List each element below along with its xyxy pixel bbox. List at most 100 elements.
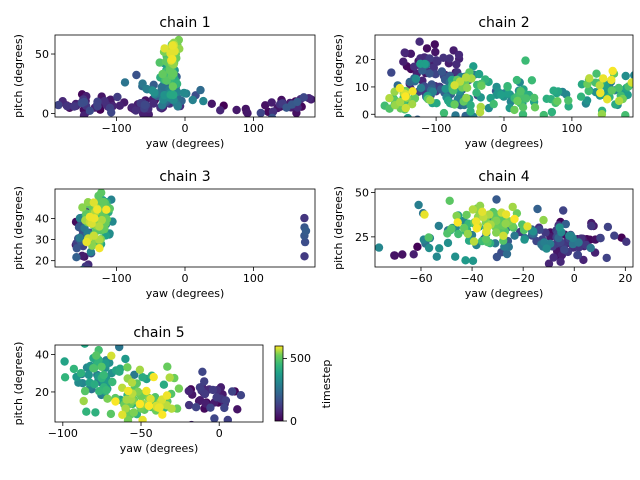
data-point xyxy=(146,394,155,404)
data-point xyxy=(93,102,102,111)
y-axis-label: pitch (degrees) xyxy=(12,342,25,426)
data-point xyxy=(165,373,174,382)
data-point xyxy=(603,222,613,232)
data-point xyxy=(445,196,454,205)
data-point xyxy=(70,102,79,111)
scatter-points xyxy=(71,189,311,267)
data-point xyxy=(79,396,88,406)
data-point xyxy=(596,234,605,243)
data-point xyxy=(199,96,208,106)
y-tick-label: 25 xyxy=(355,231,369,244)
y-tick-label: 30 xyxy=(35,234,49,247)
data-point xyxy=(420,210,429,219)
data-point xyxy=(162,391,172,400)
data-point xyxy=(466,101,475,110)
data-point xyxy=(100,96,109,106)
data-point xyxy=(450,81,459,90)
data-point xyxy=(108,377,117,387)
y-tick-label: 0 xyxy=(362,108,369,121)
data-point xyxy=(236,391,246,400)
data-point xyxy=(299,93,308,102)
y-tick-label: 20 xyxy=(35,255,49,268)
y-tick-label: 0 xyxy=(42,107,49,120)
data-point xyxy=(396,97,405,107)
data-point xyxy=(165,66,175,75)
data-point xyxy=(468,256,478,265)
data-point xyxy=(453,218,462,227)
axes-frame xyxy=(54,344,264,423)
chart-panel-4: −60 −40 −20 0 20 25 50 chain 4 yaw (degrees) pitc… xyxy=(332,169,634,300)
data-point xyxy=(159,380,169,389)
data-point xyxy=(518,103,528,112)
data-point xyxy=(595,81,604,90)
data-point xyxy=(521,56,530,65)
data-point xyxy=(501,219,510,228)
data-point xyxy=(530,93,539,103)
data-point xyxy=(422,44,432,53)
y-axis-label: pitch (degrees) xyxy=(12,34,25,118)
data-point xyxy=(169,90,178,100)
data-point xyxy=(76,369,86,378)
data-point xyxy=(115,345,124,352)
data-point xyxy=(198,367,207,376)
data-point xyxy=(435,244,444,253)
x-axis-label: yaw (degrees) xyxy=(146,137,225,150)
data-point xyxy=(212,393,221,402)
data-point xyxy=(398,250,407,259)
data-point xyxy=(267,113,277,117)
data-point xyxy=(155,58,164,67)
data-point xyxy=(163,362,172,371)
data-point xyxy=(318,113,326,121)
data-point xyxy=(535,225,544,234)
data-point xyxy=(390,251,399,260)
data-point xyxy=(300,237,310,247)
data-point xyxy=(78,203,87,212)
data-point xyxy=(499,231,508,240)
x-tick-label: −100 xyxy=(101,272,131,285)
data-point xyxy=(492,252,502,262)
data-point xyxy=(407,100,417,109)
data-point xyxy=(55,100,63,110)
y-tick-label: 40 xyxy=(35,348,49,361)
data-point xyxy=(403,113,412,117)
data-point xyxy=(111,397,120,406)
data-point xyxy=(556,257,565,266)
data-point xyxy=(130,370,139,379)
data-point xyxy=(527,76,537,85)
x-tick-label: 20 xyxy=(618,272,632,285)
data-point xyxy=(481,234,491,244)
data-point xyxy=(516,87,525,96)
data-point xyxy=(162,76,171,85)
data-point xyxy=(420,59,429,69)
x-tick-label: −50 xyxy=(129,427,152,440)
data-point xyxy=(564,96,573,105)
data-point xyxy=(425,54,434,63)
data-point xyxy=(85,106,95,116)
data-point xyxy=(90,214,99,223)
data-point xyxy=(468,205,478,214)
data-point xyxy=(121,354,130,364)
data-point xyxy=(471,217,481,226)
data-point xyxy=(539,110,548,117)
chart-title: chain 3 xyxy=(159,169,210,185)
data-point xyxy=(469,237,479,246)
data-point xyxy=(233,405,242,414)
data-point xyxy=(184,386,193,396)
data-point xyxy=(60,357,69,366)
data-point xyxy=(508,202,517,212)
data-point xyxy=(195,383,205,392)
data-point xyxy=(452,60,461,69)
data-point xyxy=(512,75,522,85)
data-point xyxy=(216,106,225,115)
data-point xyxy=(97,362,106,371)
data-point xyxy=(301,226,311,236)
data-point xyxy=(434,221,443,231)
data-point xyxy=(300,252,309,261)
data-point xyxy=(150,88,159,97)
data-point xyxy=(124,386,133,396)
data-point xyxy=(510,231,519,240)
data-point xyxy=(107,351,116,360)
data-point xyxy=(228,387,237,396)
data-point xyxy=(142,84,151,94)
data-point xyxy=(607,75,616,85)
